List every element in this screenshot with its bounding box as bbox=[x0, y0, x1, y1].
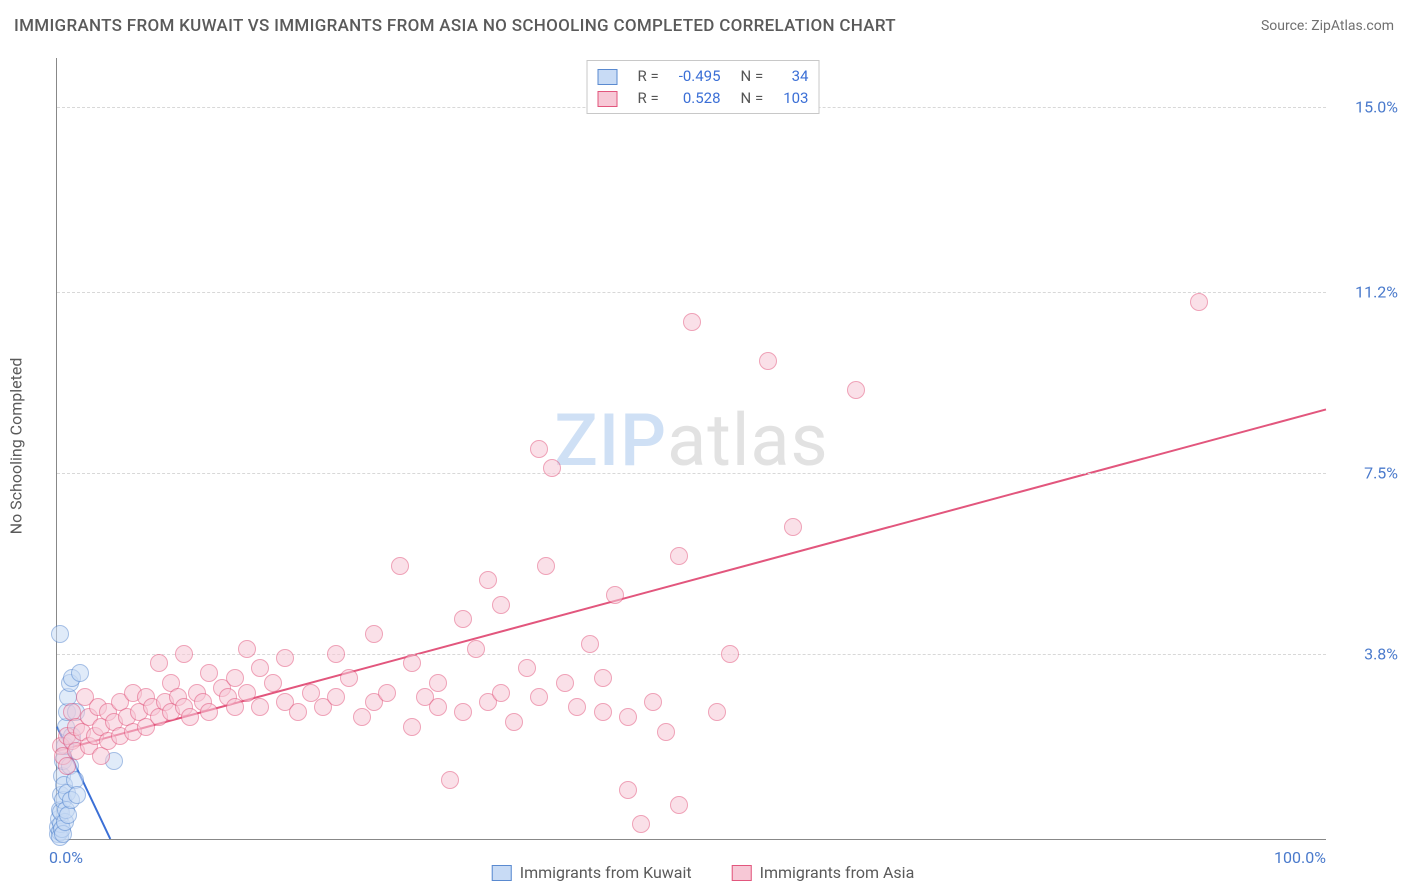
data-point-asia bbox=[657, 723, 675, 741]
data-point-asia bbox=[264, 674, 282, 692]
data-point-asia bbox=[556, 674, 574, 692]
data-point-asia bbox=[568, 698, 586, 716]
correlation-legend: R = -0.495 N = 34 R = 0.528 N = 103 bbox=[587, 60, 820, 114]
swatch-asia bbox=[598, 91, 618, 107]
data-point-asia bbox=[505, 713, 523, 731]
data-point-asia bbox=[581, 635, 599, 653]
data-point-asia bbox=[150, 654, 168, 672]
correlation-chart: IMMIGRANTS FROM KUWAIT VS IMMIGRANTS FRO… bbox=[0, 0, 1406, 892]
data-point-kuwait bbox=[51, 625, 69, 643]
r-label: R = bbox=[628, 65, 669, 87]
n-value-asia: 103 bbox=[773, 87, 818, 109]
r-value-kuwait: -0.495 bbox=[669, 65, 731, 87]
data-point-asia bbox=[606, 586, 624, 604]
data-point-asia bbox=[327, 688, 345, 706]
legend-item-kuwait: Immigrants from Kuwait bbox=[492, 863, 692, 882]
source-attribution: Source: ZipAtlas.com bbox=[1261, 18, 1394, 34]
data-point-kuwait bbox=[68, 786, 86, 804]
legend-label-asia: Immigrants from Asia bbox=[760, 863, 915, 882]
data-point-asia bbox=[226, 669, 244, 687]
data-point-asia bbox=[200, 664, 218, 682]
swatch-asia-icon bbox=[732, 865, 752, 881]
n-value-kuwait: 34 bbox=[773, 65, 818, 87]
data-point-asia bbox=[454, 610, 472, 628]
data-point-asia bbox=[530, 440, 548, 458]
xtick-label: 0.0% bbox=[49, 848, 83, 867]
data-point-asia bbox=[670, 796, 688, 814]
y-axis-label: No Schooling Completed bbox=[7, 358, 26, 535]
r-value-asia: 0.528 bbox=[669, 87, 731, 109]
gridline bbox=[57, 473, 1326, 474]
data-point-asia bbox=[518, 659, 536, 677]
r-label: R = bbox=[628, 87, 669, 109]
data-point-asia bbox=[847, 381, 865, 399]
data-point-asia bbox=[619, 781, 637, 799]
data-point-asia bbox=[429, 674, 447, 692]
data-point-asia bbox=[200, 703, 218, 721]
data-point-asia bbox=[340, 669, 358, 687]
data-point-asia bbox=[276, 649, 294, 667]
data-point-asia bbox=[251, 659, 269, 677]
data-point-asia bbox=[251, 698, 269, 716]
source-link[interactable]: ZipAtlas.com bbox=[1311, 18, 1394, 34]
data-point-asia bbox=[391, 557, 409, 575]
n-label: N = bbox=[731, 65, 774, 87]
series-legend: Immigrants from Kuwait Immigrants from A… bbox=[492, 863, 915, 882]
data-point-asia bbox=[454, 703, 472, 721]
data-point-asia bbox=[175, 645, 193, 663]
legend-row-asia: R = 0.528 N = 103 bbox=[588, 87, 819, 109]
swatch-kuwait bbox=[598, 69, 618, 85]
data-point-asia bbox=[378, 684, 396, 702]
ytick-label: 7.5% bbox=[1336, 463, 1398, 482]
data-point-asia bbox=[365, 625, 383, 643]
data-point-asia bbox=[492, 684, 510, 702]
data-point-asia bbox=[1190, 293, 1208, 311]
plot-area: ZIPatlas 3.8%7.5%11.2%15.0%0.0%100.0% bbox=[56, 58, 1326, 840]
data-point-asia bbox=[327, 645, 345, 663]
data-point-asia bbox=[784, 518, 802, 536]
xtick-label: 100.0% bbox=[1274, 848, 1326, 867]
data-point-asia bbox=[403, 718, 421, 736]
data-point-asia bbox=[441, 771, 459, 789]
data-point-asia bbox=[479, 571, 497, 589]
data-point-kuwait bbox=[71, 664, 89, 682]
plot-svg bbox=[57, 58, 1326, 839]
data-point-asia bbox=[683, 313, 701, 331]
data-point-asia bbox=[644, 693, 662, 711]
legend-item-asia: Immigrants from Asia bbox=[732, 863, 915, 882]
data-point-asia bbox=[181, 708, 199, 726]
data-point-asia bbox=[594, 669, 612, 687]
data-point-asia bbox=[226, 698, 244, 716]
data-point-asia bbox=[492, 596, 510, 614]
gridline bbox=[57, 292, 1326, 293]
data-point-asia bbox=[238, 640, 256, 658]
swatch-kuwait-icon bbox=[492, 865, 512, 881]
data-point-asia bbox=[543, 459, 561, 477]
source-prefix: Source: bbox=[1261, 18, 1311, 34]
data-point-asia bbox=[238, 684, 256, 702]
data-point-asia bbox=[537, 557, 555, 575]
data-point-asia bbox=[289, 703, 307, 721]
data-point-asia bbox=[353, 708, 371, 726]
data-point-asia bbox=[619, 708, 637, 726]
legend-label-kuwait: Immigrants from Kuwait bbox=[520, 863, 692, 882]
ytick-label: 15.0% bbox=[1336, 97, 1398, 116]
data-point-asia bbox=[403, 654, 421, 672]
chart-title: IMMIGRANTS FROM KUWAIT VS IMMIGRANTS FRO… bbox=[14, 16, 896, 36]
data-point-asia bbox=[721, 645, 739, 663]
ytick-label: 11.2% bbox=[1336, 283, 1398, 302]
ytick-label: 3.8% bbox=[1336, 644, 1398, 663]
data-point-asia bbox=[759, 352, 777, 370]
data-point-asia bbox=[594, 703, 612, 721]
data-point-asia bbox=[708, 703, 726, 721]
data-point-asia bbox=[632, 815, 650, 833]
data-point-asia bbox=[467, 640, 485, 658]
data-point-asia bbox=[429, 698, 447, 716]
legend-row-kuwait: R = -0.495 N = 34 bbox=[588, 65, 819, 87]
n-label: N = bbox=[731, 87, 774, 109]
data-point-asia bbox=[302, 684, 320, 702]
data-point-asia bbox=[530, 688, 548, 706]
data-point-asia bbox=[670, 547, 688, 565]
